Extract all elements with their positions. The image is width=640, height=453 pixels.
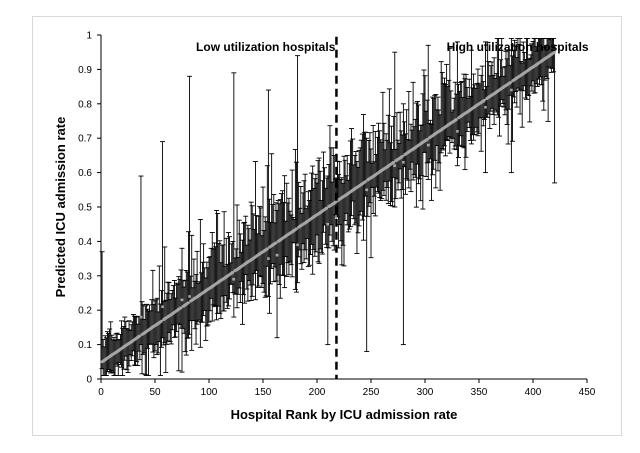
y-tick-label: 0.1 bbox=[78, 340, 92, 351]
point-estimate bbox=[401, 155, 404, 158]
low-utilization-label: Low utilization hospitals bbox=[196, 40, 336, 54]
y-tick-label: 0 bbox=[86, 375, 92, 386]
point-estimate bbox=[426, 143, 430, 147]
y-tick-label: 0.9 bbox=[78, 65, 92, 76]
point-estimate bbox=[231, 271, 235, 274]
point-estimate bbox=[161, 305, 164, 309]
point-estimate bbox=[295, 227, 298, 231]
point-estimate bbox=[484, 105, 487, 109]
point-estimate bbox=[138, 334, 142, 338]
y-tick-label: 0.7 bbox=[78, 134, 92, 145]
x-tick-label: 450 bbox=[579, 387, 596, 398]
x-tick-label: 0 bbox=[98, 387, 104, 398]
point-estimate bbox=[179, 306, 183, 310]
point-estimate bbox=[232, 277, 236, 281]
x-axis-title: Hospital Rank by ICU admission rate bbox=[231, 407, 458, 422]
point-estimate bbox=[188, 295, 191, 298]
point-estimate bbox=[553, 50, 556, 54]
y-tick-label: 0.4 bbox=[78, 237, 92, 248]
y-axis-title: Predicted ICU admission rate bbox=[53, 117, 68, 298]
point-estimate bbox=[393, 164, 397, 168]
point-estimate bbox=[267, 257, 270, 260]
point-estimate bbox=[509, 81, 512, 84]
point-estimate bbox=[275, 253, 279, 257]
point-estimate bbox=[392, 160, 395, 164]
x-tick-label: 100 bbox=[201, 387, 218, 398]
x-tick-label: 200 bbox=[309, 387, 326, 398]
point-estimate bbox=[483, 98, 486, 102]
chart-frame: 0 50 100 150 200 250 300 350 400 450 0 0.1 0.2 0.3 0.… bbox=[32, 16, 622, 436]
point-estimate bbox=[326, 222, 330, 226]
x-tick-label: 350 bbox=[471, 387, 488, 398]
point-estimate bbox=[365, 188, 368, 192]
point-estimate bbox=[296, 243, 299, 247]
y-tick-label: 0.8 bbox=[78, 99, 92, 110]
point-estimate bbox=[364, 180, 367, 183]
point-estimate bbox=[325, 206, 329, 210]
point-estimate bbox=[139, 315, 143, 319]
point-estimate bbox=[180, 298, 184, 302]
y-tick-label: 0.2 bbox=[78, 306, 92, 317]
y-tick-label: 0.3 bbox=[78, 271, 92, 282]
y-tick-label: 0.6 bbox=[78, 168, 92, 179]
point-estimate bbox=[187, 301, 190, 304]
high-utilization-label: High utilization hospitals bbox=[447, 40, 589, 54]
point-estimate bbox=[425, 138, 429, 141]
scatter-plot: 0 50 100 150 200 250 300 350 400 450 0 0.1 0.2 0.3 0.… bbox=[53, 31, 596, 423]
point-estimate bbox=[456, 130, 459, 133]
x-tick-label: 300 bbox=[417, 387, 434, 398]
point-estimates bbox=[100, 50, 556, 364]
point-estimate bbox=[510, 88, 513, 92]
point-estimate bbox=[160, 319, 163, 323]
x-tick-label: 250 bbox=[363, 387, 380, 398]
point-estimate bbox=[402, 160, 405, 164]
y-tick-label: 0.5 bbox=[78, 203, 92, 214]
x-ticks: 0 50 100 150 200 250 300 350 400 450 bbox=[98, 379, 596, 398]
x-tick-label: 400 bbox=[525, 387, 542, 398]
x-tick-label: 50 bbox=[149, 387, 161, 398]
y-tick-label: 1 bbox=[86, 31, 92, 42]
point-estimate bbox=[455, 118, 458, 121]
point-estimate bbox=[274, 241, 278, 245]
point-estimate bbox=[266, 247, 269, 251]
y-ticks: 0 0.1 0.2 0.3 0.4 0.5 0.6 0.7 0.8 0.9 1 bbox=[78, 31, 101, 386]
x-tick-label: 150 bbox=[255, 387, 272, 398]
